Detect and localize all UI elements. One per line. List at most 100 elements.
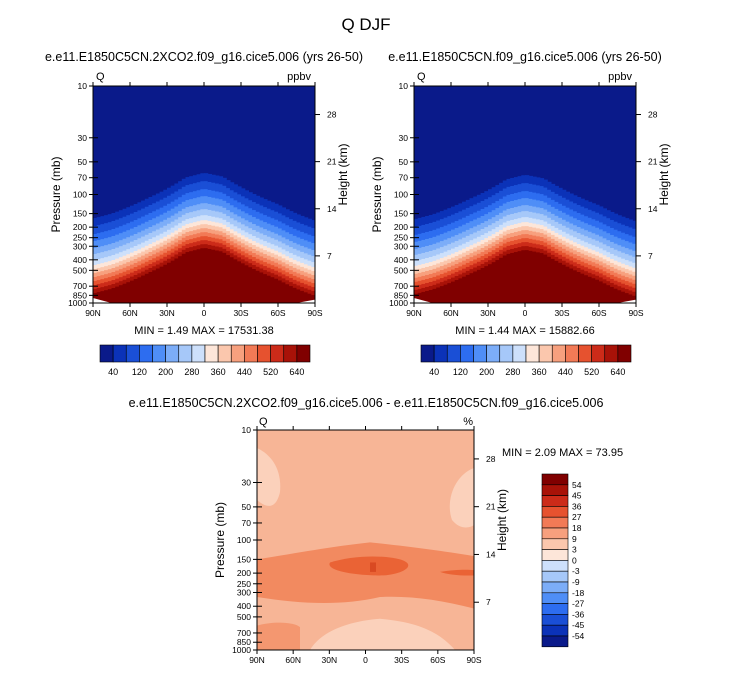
diff-colorbar-label: 54 [572, 480, 582, 490]
diff-colorbar-label: 3 [572, 545, 577, 555]
left-ytick-label: 300 [73, 241, 87, 251]
diff-colorbar-box [541, 549, 569, 561]
left-colorbar-box [204, 344, 219, 363]
right-ytick-label: 300 [394, 241, 408, 251]
diff-ytick-label: 30 [242, 477, 252, 487]
right-xtick-label: 0 [523, 308, 528, 318]
right-xtick-label: 30S [554, 308, 569, 318]
diff-layer-enhanced [257, 542, 474, 609]
diff-colorbar-box [541, 473, 569, 486]
diff-ytick-label: 150 [237, 554, 251, 564]
right-colorbar-box [433, 344, 448, 363]
panel-right-units: ppbv [608, 71, 632, 83]
left-xtick-label: 90N [85, 308, 101, 318]
diff-ytick-label: 850 [237, 637, 251, 647]
left-ytick-label: 850 [73, 290, 87, 300]
right-xtick-label: 60S [591, 308, 606, 318]
panel-right-colorbar: 40 120 200 280 360 440 520 640 [420, 344, 632, 377]
left-colorbar-box [139, 344, 153, 363]
right-colorbar-box [538, 344, 553, 363]
right-height-tick-label: 28 [648, 110, 658, 120]
diff-ytick-label: 70 [242, 518, 252, 528]
left-colorbar-label: 640 [289, 367, 304, 377]
left-ylabel: Pressure (mb) [49, 156, 63, 232]
diff-colorbar-label: 9 [572, 534, 577, 544]
diff-height-tick-label: 21 [486, 502, 496, 512]
diff-colorbar-label: 18 [572, 523, 582, 533]
right-colorbar-label: 40 [429, 367, 439, 377]
left-height-tick-label: 21 [327, 157, 337, 167]
left-ytick-label: 1000 [68, 298, 87, 308]
left-colorbar-label: 360 [211, 367, 226, 377]
diff-xtick-label: 60S [430, 655, 445, 665]
right-colorbar-box [617, 344, 632, 363]
diff-ytick-label: 1000 [232, 645, 251, 655]
left-height-tick-label: 14 [327, 204, 337, 214]
diff-ytick-label: 100 [237, 535, 251, 545]
diff-colorbar-label: 0 [572, 555, 577, 565]
right-colorbar-box [551, 344, 566, 363]
right-colorbar-label: 360 [532, 367, 547, 377]
diff-colorbar-label: -3 [572, 566, 580, 576]
left-colorbar-label: 40 [108, 367, 118, 377]
panel-left-colorbar: 40 120 200 280 360 440 520 640 [99, 344, 311, 377]
panel-left-subtitle: e.e11.E1850C5CN.2XCO2.f09_g16.cice5.006 … [45, 50, 363, 64]
right-colorbar-label: 640 [610, 367, 625, 377]
left-colorbar-box [152, 344, 166, 363]
right-colorbar-label: 120 [453, 367, 468, 377]
right-colorbar-box [512, 344, 527, 363]
right-height-tick-label: 7 [648, 251, 653, 261]
right-colorbar-box [525, 344, 540, 363]
diff-colorbar-box [541, 506, 569, 518]
right-colorbar-box [420, 344, 435, 363]
diff-colorbar-label: -18 [572, 588, 585, 598]
diff-xtick-label: 90N [249, 655, 265, 665]
diff-ytick-label: 300 [237, 587, 251, 597]
diff-xtick-label: 0 [363, 655, 368, 665]
diff-colorbar-label: -36 [572, 609, 585, 619]
panel-diff-stats: MIN = 2.09 MAX = 73.95 [502, 447, 623, 459]
diff-colorbar-label: 45 [572, 491, 582, 501]
left-colorbar-box [270, 344, 285, 363]
diff-ytick-label: 10 [242, 425, 252, 435]
diff-layer-peak [440, 569, 474, 576]
diff-ytick-label: 200 [237, 568, 251, 578]
diff-colorbar-label: -27 [572, 599, 585, 609]
left-colorbar-box [283, 344, 298, 363]
left-ytick-label: 700 [73, 281, 87, 291]
left-ytick-label: 70 [78, 173, 88, 183]
diff-patch-light [310, 618, 455, 650]
left-height-tick-label: 28 [327, 110, 337, 120]
diff-layer-peak [329, 556, 409, 576]
right-ytick-label: 70 [399, 173, 409, 183]
left-xtick-label: 90S [307, 308, 322, 318]
right-ytick-label: 400 [394, 255, 408, 265]
right-colorbar-box [578, 344, 592, 363]
page-title: Q DJF [341, 15, 390, 34]
left-xtick-label: 60S [270, 308, 285, 318]
diff-xtick-label: 30S [394, 655, 409, 665]
panel-right-subtitle: e.e11.E1850C5CN.f09_g16.cice5.006 (yrs 2… [388, 50, 662, 64]
right-ytick-label: 10 [399, 81, 409, 91]
diff-colorbar-box [541, 592, 569, 604]
diff-colorbar-box [541, 516, 569, 529]
diff-ylabel: Pressure (mb) [213, 502, 227, 578]
diff-height-tick-label: 14 [486, 549, 496, 559]
diff-colorbar-box [541, 570, 569, 583]
diff-patch-low [257, 622, 300, 650]
right-xtick-label: 30N [480, 308, 496, 318]
diff-patch-light [257, 448, 281, 506]
diff-colorbar-label: -54 [572, 631, 585, 641]
right-colorbar-box [473, 344, 487, 363]
right-ytick-label: 150 [394, 209, 408, 219]
panel-left-var-label: Q [96, 71, 105, 83]
panel-diff: e.e11.E1850C5CN.2XCO2.f09_g16.cice5.006 … [129, 396, 624, 665]
left-xtick-label: 30S [233, 308, 248, 318]
right-ytick-label: 100 [394, 190, 408, 200]
diff-ytick-label: 400 [237, 601, 251, 611]
right-colorbar-box [486, 344, 501, 363]
diff-colorbar-box [541, 614, 569, 626]
right-ytick-label: 500 [394, 265, 408, 275]
left-colorbar-box [244, 344, 258, 363]
